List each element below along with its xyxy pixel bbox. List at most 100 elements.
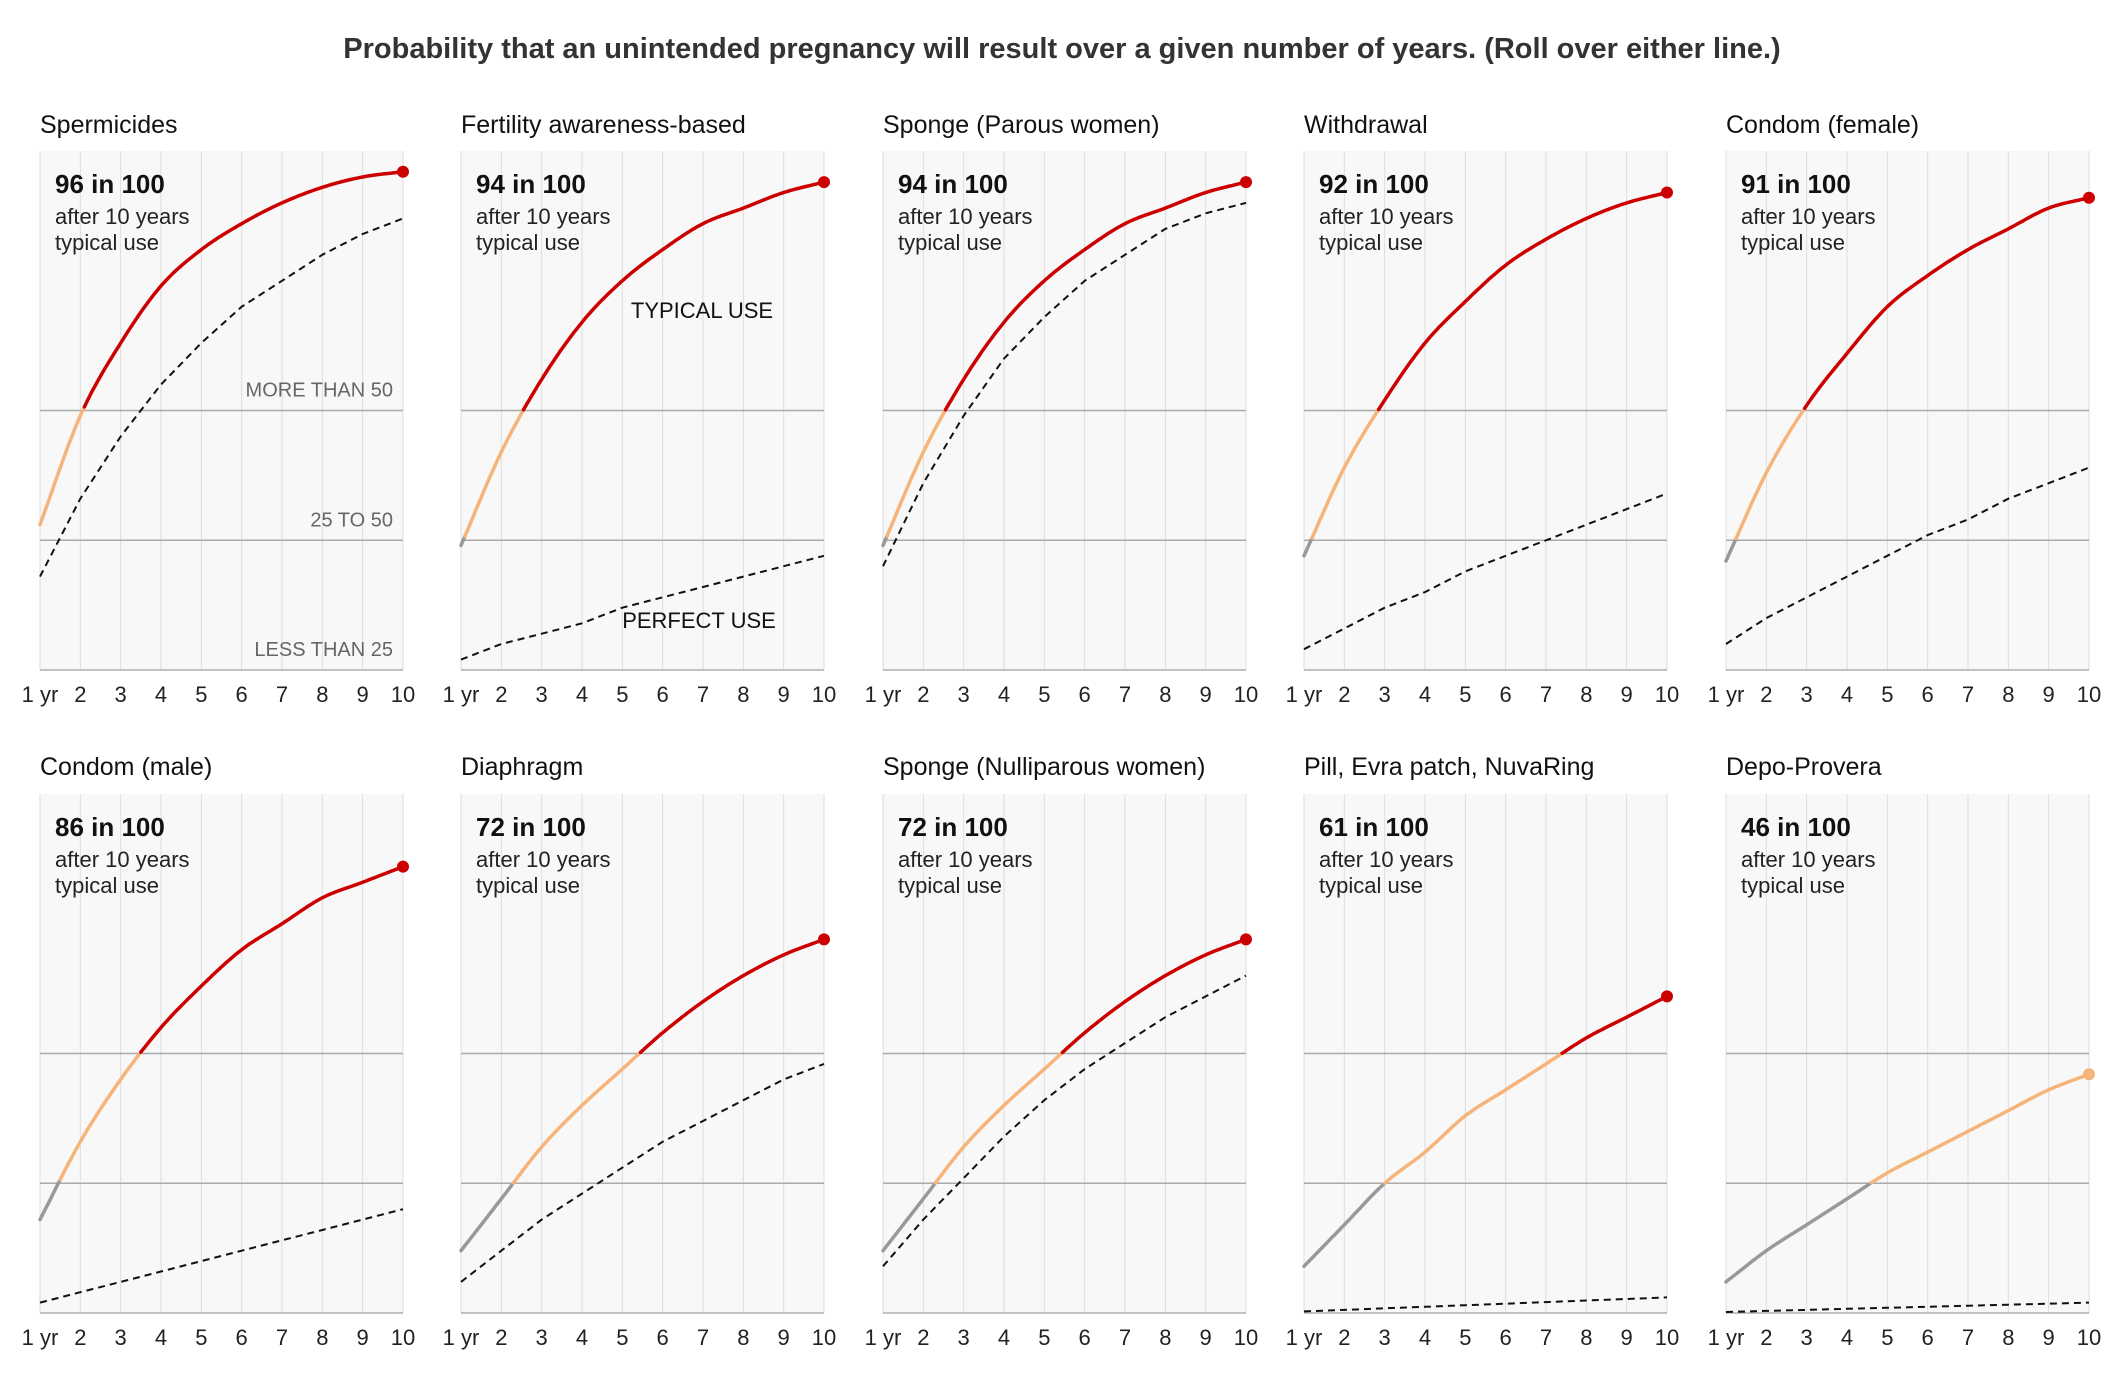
typical-use-line[interactable] bbox=[1060, 937, 1248, 1055]
perfect-use-line[interactable] bbox=[1725, 466, 2090, 645]
x-tick-label: 3 bbox=[1379, 682, 1391, 707]
headline-subtitle: typical use bbox=[1319, 873, 1423, 898]
end-point-dot[interactable] bbox=[397, 165, 409, 178]
x-tick-label: 4 bbox=[998, 682, 1010, 707]
perfect-use-label: PERFECT USE bbox=[622, 608, 776, 633]
x-tick-label: 1 yr bbox=[1286, 682, 1323, 707]
x-tick-label: 3 bbox=[1379, 1325, 1391, 1350]
x-tick-label: 4 bbox=[1841, 682, 1853, 707]
typical-use-line[interactable] bbox=[885, 408, 948, 538]
typical-use-line[interactable] bbox=[638, 937, 826, 1055]
perfect-use-line[interactable] bbox=[1725, 1301, 2090, 1313]
x-tick-label: 6 bbox=[1922, 1325, 1934, 1350]
perfect-use-line[interactable] bbox=[460, 554, 825, 661]
typical-use-line[interactable] bbox=[1869, 1072, 2091, 1185]
end-point-dot[interactable] bbox=[397, 860, 409, 873]
x-tick-label: 5 bbox=[195, 682, 207, 707]
headline-value: 94 in 100 bbox=[898, 169, 1008, 199]
panel: Condom (male) 86 in 100 after 10 yearstypi… bbox=[22, 753, 416, 1350]
end-point-dot[interactable] bbox=[818, 933, 830, 946]
typical-use-line[interactable] bbox=[58, 1050, 143, 1182]
end-point-dot[interactable] bbox=[1661, 990, 1673, 1003]
x-tick-label: 5 bbox=[1459, 682, 1471, 707]
typical-use-line[interactable] bbox=[1802, 195, 2091, 411]
perfect-use-line[interactable] bbox=[460, 1062, 825, 1283]
typical-use-line[interactable] bbox=[933, 1050, 1065, 1185]
x-tick-label: 8 bbox=[1580, 1325, 1592, 1350]
end-point-dot[interactable] bbox=[1240, 176, 1252, 189]
x-tick-label: 8 bbox=[316, 682, 328, 707]
x-tick-label: 6 bbox=[1500, 1325, 1512, 1350]
end-point-dot[interactable] bbox=[2083, 1068, 2095, 1081]
end-point-dot[interactable] bbox=[2083, 191, 2095, 204]
typical-use-line[interactable] bbox=[459, 1181, 516, 1253]
perfect-use-line[interactable] bbox=[39, 217, 404, 578]
end-point-dot[interactable] bbox=[818, 176, 830, 189]
typical-use-line[interactable] bbox=[463, 408, 526, 538]
x-tick-label: 8 bbox=[737, 682, 749, 707]
end-point-dot[interactable] bbox=[1240, 933, 1252, 946]
x-tick-label: 6 bbox=[1922, 682, 1934, 707]
typical-use-line[interactable] bbox=[1302, 536, 1314, 558]
x-tick-label: 8 bbox=[2002, 682, 2014, 707]
x-tick-label: 2 bbox=[495, 1325, 507, 1350]
typical-use-line[interactable] bbox=[38, 405, 87, 527]
x-tick-label: 4 bbox=[1419, 682, 1431, 707]
perfect-use-line[interactable] bbox=[39, 1208, 404, 1304]
typical-use-line[interactable] bbox=[1302, 1181, 1387, 1269]
typical-use-line[interactable] bbox=[139, 864, 405, 1054]
end-point-dot[interactable] bbox=[1661, 186, 1673, 199]
typical-use-line[interactable] bbox=[1734, 406, 1807, 541]
x-tick-label: 3 bbox=[958, 1325, 970, 1350]
x-tick-label: 3 bbox=[115, 1325, 127, 1350]
x-tick-label: 2 bbox=[74, 682, 86, 707]
x-tick-label: 3 bbox=[1801, 682, 1813, 707]
x-tick-label: 9 bbox=[357, 682, 369, 707]
x-tick-label: 3 bbox=[536, 682, 548, 707]
perfect-use-line[interactable] bbox=[882, 974, 1247, 1267]
band-label-high: MORE THAN 50 bbox=[246, 380, 393, 402]
typical-use-line[interactable] bbox=[511, 1050, 643, 1185]
headline-subtitle: after 10 years bbox=[476, 847, 611, 872]
x-tick-label: 9 bbox=[357, 1325, 369, 1350]
headline-value: 61 in 100 bbox=[1319, 812, 1429, 842]
x-tick-label: 4 bbox=[155, 682, 167, 707]
x-tick-label: 2 bbox=[74, 1325, 86, 1350]
headline-subtitle: typical use bbox=[898, 230, 1002, 255]
typical-use-line[interactable] bbox=[881, 1181, 938, 1253]
x-tick-label: 9 bbox=[1621, 682, 1633, 707]
x-tick-label: 7 bbox=[697, 682, 709, 707]
typical-use-line[interactable] bbox=[1724, 1181, 1873, 1284]
typical-use-line[interactable] bbox=[1560, 994, 1669, 1056]
typical-use-line[interactable] bbox=[521, 180, 826, 412]
headline-subtitle: typical use bbox=[55, 873, 159, 898]
headline-subtitle: after 10 years bbox=[898, 847, 1033, 872]
x-tick-label: 7 bbox=[1540, 1325, 1552, 1350]
headline-subtitle: typical use bbox=[55, 230, 159, 255]
typical-use-line[interactable] bbox=[82, 170, 405, 409]
x-tick-label: 5 bbox=[1038, 1325, 1050, 1350]
panel-title: Fertility awareness-based bbox=[461, 111, 746, 139]
panel: Spermicides 96 in 100 after 10 yearstypica… bbox=[22, 111, 416, 707]
typical-use-line[interactable] bbox=[1310, 407, 1381, 540]
typical-use-line[interactable] bbox=[943, 180, 1248, 412]
x-tick-label: 2 bbox=[495, 682, 507, 707]
typical-use-line[interactable] bbox=[38, 1177, 62, 1222]
headline-value: 92 in 100 bbox=[1319, 169, 1429, 199]
typical-use-line[interactable] bbox=[1376, 190, 1669, 412]
x-tick-label: 1 yr bbox=[865, 682, 902, 707]
x-tick-label: 5 bbox=[616, 682, 628, 707]
headline-subtitle: after 10 years bbox=[898, 204, 1033, 229]
x-tick-label: 7 bbox=[1962, 1325, 1974, 1350]
x-tick-label: 3 bbox=[1801, 1325, 1813, 1350]
panel-title: Pill, Evra patch, NuvaRing bbox=[1304, 753, 1594, 781]
perfect-use-line[interactable] bbox=[1303, 1296, 1668, 1313]
perfect-use-line[interactable] bbox=[882, 201, 1247, 567]
typical-use-line[interactable] bbox=[1382, 1051, 1564, 1186]
typical-use-line[interactable] bbox=[1724, 536, 1738, 563]
x-tick-label: 7 bbox=[1962, 682, 1974, 707]
perfect-use-line[interactable] bbox=[1303, 492, 1668, 651]
